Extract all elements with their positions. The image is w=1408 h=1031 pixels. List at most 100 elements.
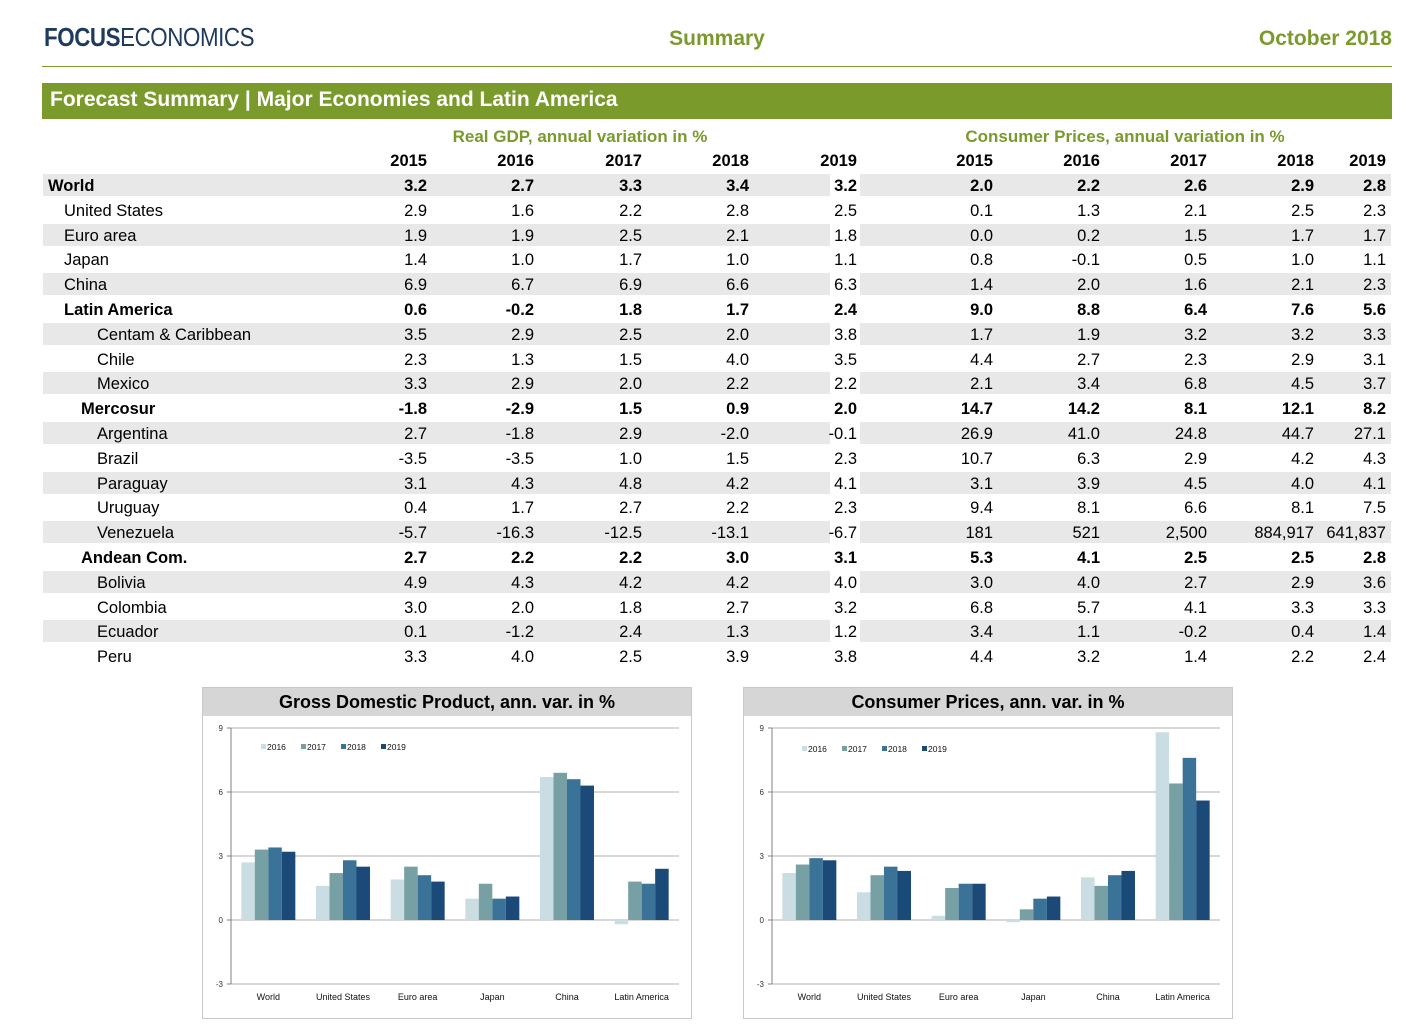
gdp-cell: 1.5 — [619, 350, 642, 369]
table-row: Mercosur -1.8 -2.9 1.5 0.9 2.0 14.7 14.2 8.1 12.1… — [0, 397, 1408, 422]
gdp-cell: 2.5 — [619, 648, 642, 667]
gdp-cell: -0.2 — [505, 301, 534, 319]
table-row: World 3.2 2.7 3.3 3.4 3.2 2.0 2.2 2.6 2.9 2.8 — [0, 174, 1408, 199]
cpi-cell: 5.3 — [970, 549, 993, 567]
gdp-cell: 2.7 — [619, 499, 642, 518]
cpi-cell: -0.1 — [1071, 251, 1100, 270]
gdp-cell: 1.7 — [511, 499, 534, 518]
gdp-year-header: 2015 — [390, 152, 427, 170]
cpi-chart-plot: -3 0 3 6 9 World United States Euro area Japan Ch… — [757, 724, 1220, 1002]
row-shading — [860, 521, 1391, 544]
gdp-cell: 3.1 — [834, 549, 857, 567]
bar-2019 — [505, 896, 520, 920]
bar-2016 — [390, 879, 405, 920]
y-tick-label: 6 — [760, 788, 765, 797]
header-section-title: Summary — [669, 27, 765, 50]
table-row: Peru 3.3 4.0 2.5 3.9 3.8 4.4 3.2 1.4 2.2 2.4 — [0, 645, 1408, 670]
gdp-cell: 3.4 — [726, 177, 749, 195]
cpi-cell: 3.7 — [1363, 375, 1386, 394]
gdp-cell: 2.2 — [619, 201, 642, 220]
cpi-cell: 4.5 — [1291, 375, 1314, 394]
row-label: Japan — [64, 251, 109, 270]
cpi-cell: 2.1 — [1184, 201, 1207, 220]
bar-2019 — [281, 851, 296, 920]
gdp-cell: 1.3 — [511, 350, 534, 369]
gdp-cell: 4.2 — [726, 474, 749, 493]
gdp-cell: 4.3 — [511, 573, 534, 592]
cpi-cell: 3.3 — [1363, 598, 1386, 617]
table-row: Venezuela -5.7 -16.3 -12.5 -13.1 -6.7 181 521 2,… — [0, 521, 1408, 546]
gdp-cell: 1.1 — [834, 251, 857, 270]
cpi-cell: 12.1 — [1281, 400, 1314, 419]
gdp-cell: 2.0 — [726, 325, 749, 344]
cpi-cell: 6.6 — [1184, 499, 1207, 518]
gdp-cell: 4.0 — [726, 350, 749, 369]
bar-2017 — [1169, 783, 1183, 920]
row-label: Euro area — [64, 226, 137, 245]
cpi-cell: 41.0 — [1067, 425, 1100, 443]
cpi-cell: 5.6 — [1363, 301, 1386, 319]
cpi-cell: 4.0 — [1077, 573, 1100, 592]
gdp-cell: 2.9 — [619, 425, 642, 443]
x-tick-label: World — [257, 992, 280, 1002]
row-label: China — [64, 276, 108, 295]
gdp-cell: 1.5 — [619, 400, 642, 419]
bar-2017 — [478, 883, 493, 920]
table-row: China 6.9 6.7 6.9 6.6 6.3 1.4 2.0 1.6 2.1 2.3 — [0, 273, 1408, 298]
row-label: Uruguay — [97, 499, 160, 518]
bar-2019 — [356, 866, 370, 920]
cpi-cell: 7.5 — [1363, 499, 1386, 518]
bar-2018 — [641, 883, 656, 920]
y-tick-label: 6 — [219, 788, 224, 797]
bar-2016 — [782, 873, 796, 920]
gdp-cell: 2.7 — [404, 425, 427, 443]
gdp-year-header: 2019 — [820, 152, 857, 170]
gdp-cell: -0.1 — [828, 425, 857, 443]
cpi-cell: 2.5 — [1291, 549, 1314, 567]
row-label: Mercosur — [81, 400, 156, 419]
legend-swatch — [261, 744, 266, 749]
row-shading — [43, 372, 830, 395]
bar-2016 — [465, 898, 479, 920]
header-date: October 2018 — [1258, 27, 1392, 50]
bar-2018 — [1108, 875, 1122, 920]
gdp-cell: 2.4 — [619, 623, 642, 642]
gdp-cell: -3.5 — [505, 449, 534, 468]
cpi-cell: 2.8 — [1363, 177, 1386, 195]
bar-2018 — [1182, 757, 1197, 920]
cpi-cell: 181 — [965, 524, 993, 543]
row-shading — [860, 471, 1391, 494]
cpi-cell: 2.7 — [1077, 350, 1100, 369]
legend-swatch — [802, 746, 807, 751]
row-label: Venezuela — [97, 524, 175, 543]
legend-label: 2016 — [267, 742, 286, 752]
cpi-cell: 4.1 — [1077, 549, 1100, 567]
gdp-cell: 6.9 — [404, 276, 427, 295]
gdp-cell: 1.5 — [726, 449, 749, 468]
banner-title: Forecast Summary | Major Economies and L… — [50, 88, 618, 111]
gdp-cell: 0.9 — [726, 400, 749, 419]
legend-swatch — [882, 746, 887, 751]
cpi-cell: 1.1 — [1077, 623, 1100, 642]
cpi-year-header: 2018 — [1277, 152, 1314, 170]
row-label: Brazil — [97, 449, 139, 468]
cpi-chart-title: Consumer Prices, ann. var. in % — [744, 688, 1232, 716]
bar-2018 — [268, 847, 282, 920]
row-shading — [860, 620, 1391, 643]
cpi-cell: 8.8 — [1077, 301, 1100, 319]
cpi-cell: 44.7 — [1281, 425, 1314, 443]
row-shading — [860, 223, 1391, 246]
bar-2018 — [958, 883, 973, 920]
legend-label: 2018 — [888, 744, 907, 754]
gdp-cell: 3.5 — [404, 325, 427, 344]
row-label: World — [48, 177, 95, 195]
gdp-cell: 3.5 — [834, 350, 857, 369]
y-tick-label: -3 — [216, 980, 224, 989]
gdp-cell: 1.6 — [511, 201, 534, 220]
row-shading — [43, 422, 830, 444]
gdp-cell: -12.5 — [604, 524, 642, 543]
gdp-cell: 4.2 — [619, 573, 642, 592]
gdp-cell: -2.0 — [720, 425, 749, 443]
cpi-cell: 2.9 — [1291, 573, 1314, 592]
legend-swatch — [301, 744, 306, 749]
